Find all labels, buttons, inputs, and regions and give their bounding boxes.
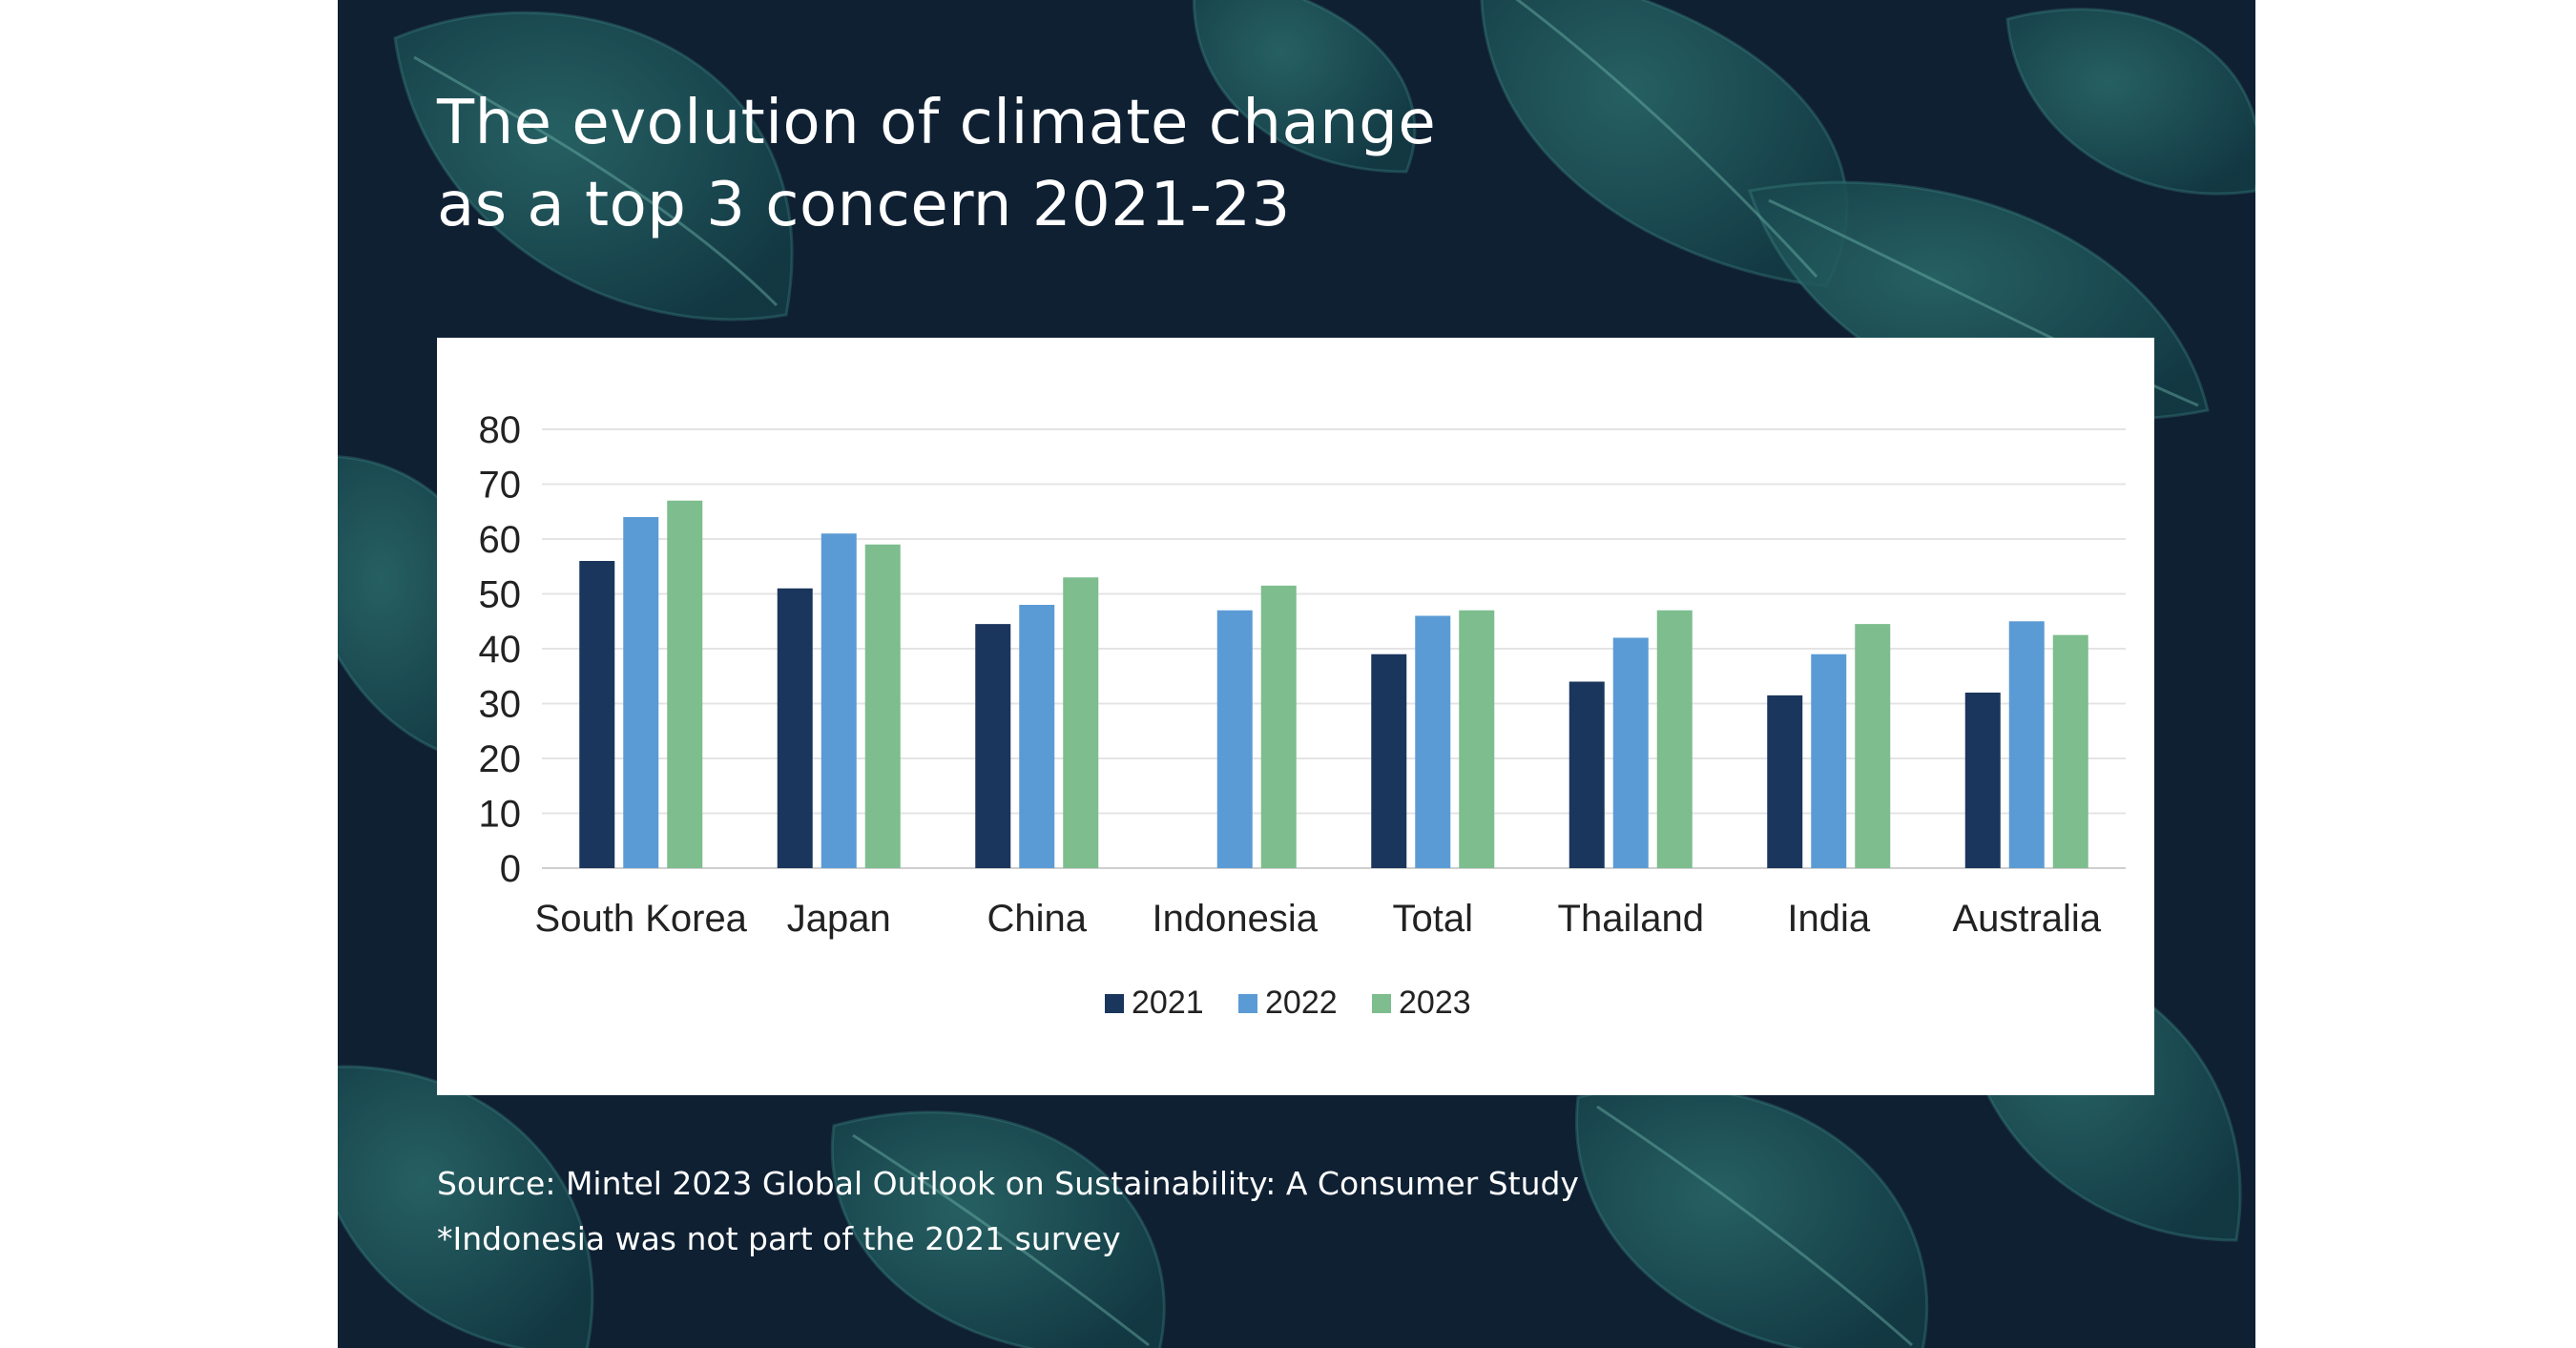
- y-tick-label: 20: [479, 738, 522, 780]
- bar-2022: [1415, 615, 1451, 868]
- bar-2022: [1019, 605, 1055, 868]
- x-tick-label: Australia: [1952, 898, 2101, 940]
- x-tick-label: Japan: [787, 898, 891, 940]
- legend-label: 2021: [1132, 985, 1204, 1021]
- bar-2023: [1855, 624, 1891, 868]
- x-tick-label: Indonesia: [1153, 898, 1319, 940]
- footer: Source: Mintel 2023 Global Outlook on Su…: [437, 1156, 1579, 1267]
- x-tick-label: Total: [1393, 898, 1474, 940]
- page-title: The evolution of climate change as a top…: [437, 82, 1436, 246]
- y-tick-label: 70: [479, 465, 522, 507]
- bar-2023: [2052, 634, 2088, 868]
- infographic-panel: The evolution of climate change as a top…: [338, 0, 2255, 1348]
- bar-2022: [1811, 653, 1847, 868]
- y-tick-label: 50: [479, 574, 522, 616]
- title-line-2: as a top 3 concern 2021-23: [437, 170, 1291, 240]
- bar-2022: [623, 517, 659, 868]
- bar-2021: [1568, 681, 1605, 868]
- bar-2021: [579, 561, 615, 868]
- x-tick-label: India: [1787, 898, 1870, 940]
- y-tick-label: 40: [479, 629, 522, 671]
- x-tick-label: China: [987, 898, 1087, 940]
- bar-chart: 0 10 20 30 40 50 60 70 80 South Korea Japan China In…: [479, 409, 2126, 1021]
- bar-2021: [1964, 693, 2001, 868]
- bar-2023: [1459, 610, 1495, 868]
- y-tick-label: 10: [479, 794, 522, 836]
- x-tick-label: Thailand: [1558, 898, 1704, 940]
- legend-label: 2023: [1399, 985, 1471, 1021]
- bar-2022: [1612, 637, 1649, 868]
- y-tick-label: 30: [479, 684, 522, 726]
- bar-2023: [1656, 610, 1693, 868]
- chart-card: 0 10 20 30 40 50 60 70 80 South Korea Japan China In…: [437, 338, 2154, 1095]
- bar-2022: [2008, 621, 2045, 868]
- y-tick-label: 60: [479, 519, 522, 561]
- bar-2023: [667, 500, 703, 868]
- bar-2021: [975, 624, 1011, 868]
- legend-swatch-2021: [1105, 994, 1124, 1013]
- x-tick-label: South Korea: [535, 898, 748, 940]
- survey-footnote: *Indonesia was not part of the 2021 surv…: [437, 1220, 1121, 1257]
- legend-swatch-2023: [1372, 994, 1391, 1013]
- bar-2023: [1063, 577, 1099, 868]
- title-line-1: The evolution of climate change: [437, 88, 1437, 158]
- bar-2021: [777, 588, 813, 868]
- bar-2022: [821, 533, 857, 868]
- legend-label: 2022: [1265, 985, 1338, 1021]
- bar-2023: [1260, 585, 1297, 868]
- source-note: Source: Mintel 2023 Global Outlook on Su…: [437, 1165, 1579, 1202]
- bar-2021: [1371, 653, 1407, 868]
- bar-2022: [1216, 610, 1253, 868]
- y-tick-label: 0: [500, 848, 521, 890]
- bar-2021: [1767, 695, 1803, 868]
- legend-swatch-2022: [1238, 994, 1257, 1013]
- y-tick-label: 80: [479, 409, 522, 451]
- bar-2023: [864, 544, 901, 868]
